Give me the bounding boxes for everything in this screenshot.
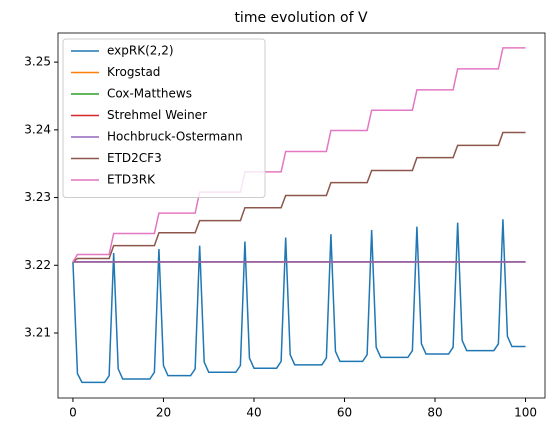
legend-label: Hochbruck-Ostermann <box>107 130 243 144</box>
x-tick-label: 20 <box>156 406 171 420</box>
y-tick-label: 3.22 <box>24 258 51 272</box>
series-line <box>72 131 526 263</box>
x-tick-label: 100 <box>514 406 537 420</box>
legend-label: Krogstad <box>107 65 160 79</box>
axes-frame <box>57 32 546 399</box>
legend-label: Cox-Matthews <box>107 87 192 101</box>
x-tick-label: 60 <box>337 406 352 420</box>
x-tick-label: 80 <box>427 406 442 420</box>
legend-label: expRK(2,2) <box>107 44 174 58</box>
legend-box <box>62 38 266 198</box>
y-tick-label: 3.24 <box>24 122 51 136</box>
legend-label: Strehmel Weiner <box>107 108 207 122</box>
y-tick-label: 3.25 <box>24 55 51 69</box>
series-line <box>72 47 526 263</box>
y-tick-label: 3.23 <box>24 190 51 204</box>
x-tick-label: 40 <box>246 406 261 420</box>
x-tick-label: 0 <box>69 406 77 420</box>
legend-label: ETD3RK <box>107 173 156 187</box>
series-line <box>72 219 526 384</box>
legend-label: ETD2CF3 <box>107 151 162 165</box>
chart-title: time evolution of V <box>234 10 368 26</box>
y-tick-label: 3.21 <box>24 325 51 339</box>
